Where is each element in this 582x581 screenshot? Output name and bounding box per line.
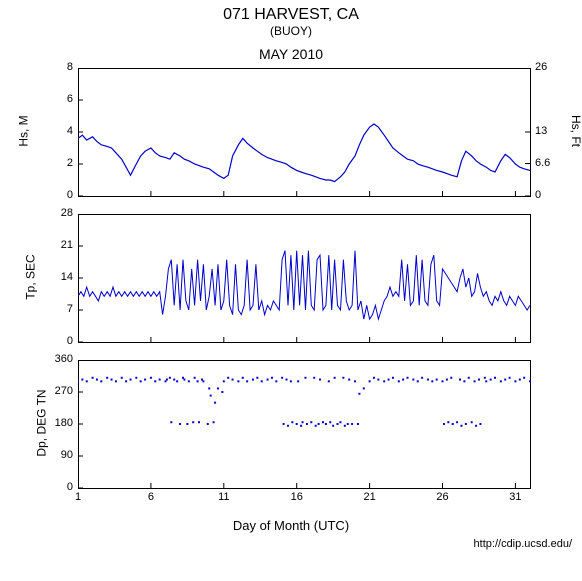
ytick-label: 8 [48, 61, 73, 73]
ytick-right-label: 0 [535, 189, 541, 201]
ytick-label: 14 [48, 271, 73, 283]
xtick-label: 11 [214, 491, 234, 503]
ytick-label: 7 [48, 303, 73, 315]
ytick-label: 0 [48, 189, 73, 201]
ylabel-right-hs: Hs, Ft [569, 115, 582, 147]
ytick-label: 2 [48, 157, 73, 169]
ylabel-tp: Tp, SEC [24, 254, 38, 299]
ytick-label: 180 [48, 417, 73, 429]
ytick-right-label: 6.6 [535, 157, 550, 169]
xtick-label: 31 [505, 491, 525, 503]
ylabel-hs: Hs, M [17, 115, 31, 146]
data-line-tp [78, 251, 530, 320]
plot-dp [78, 360, 532, 490]
ytick-label: 4 [48, 125, 73, 137]
ytick-label: 6 [48, 93, 73, 105]
ytick-right-label: 13 [535, 125, 547, 137]
data-line-hs [78, 124, 530, 182]
station-title: 071 HARVEST, CA [0, 0, 582, 24]
plot-tp [78, 214, 532, 344]
chart-panels: 0246806.61326Hs, MHs, Ft07142128Tp, SEC0… [0, 68, 582, 506]
panel-dp: 090180270360161116212631Dp, DEG TN [0, 360, 582, 488]
ytick-label: 90 [48, 449, 73, 461]
x-axis-label: Day of Month (UTC) [0, 518, 582, 533]
ylabel-dp: Dp, DEG TN [35, 389, 49, 456]
ytick-label: 21 [48, 239, 73, 251]
credit-link: http://cdip.ucsd.edu/ [474, 538, 572, 550]
xtick-label: 1 [68, 491, 88, 503]
panel-hs: 0246806.61326Hs, MHs, Ft [0, 68, 582, 196]
xtick-label: 6 [141, 491, 161, 503]
ytick-label: 0 [48, 335, 73, 347]
xtick-label: 16 [287, 491, 307, 503]
station-subtitle: (BUOY) [0, 24, 582, 38]
xtick-label: 26 [433, 491, 453, 503]
panel-tp: 07142128Tp, SEC [0, 214, 582, 342]
xtick-label: 21 [360, 491, 380, 503]
month-label: MAY 2010 [0, 46, 582, 62]
ytick-label: 270 [48, 385, 73, 397]
plot-hs [78, 68, 532, 198]
ytick-label: 28 [48, 207, 73, 219]
ytick-label: 360 [48, 353, 73, 365]
ytick-right-label: 26 [535, 61, 547, 73]
